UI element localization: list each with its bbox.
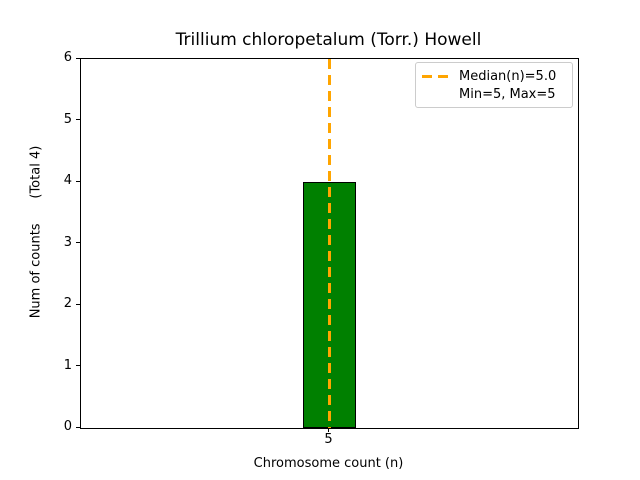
legend-label-minmax: Min=5, Max=5 [459,86,556,102]
y-tick-label: 2 [63,296,72,311]
y-tick-mark [76,304,80,305]
y-axis-label: Num of counts (Total 4) [28,145,44,319]
legend-label-median: Median(n)=5.0 [459,68,557,84]
legend-item-minmax: Min=5, Max=5 [422,87,564,102]
y-tick-mark [76,427,80,428]
plot-area [80,58,579,429]
median-line [328,59,331,428]
legend-spacer [422,93,449,96]
x-tick-label: 5 [324,432,333,447]
chart-title: Trillium chloropetalum (Torr.) Howell [175,30,482,50]
y-tick-label: 3 [63,234,72,250]
y-tick-mark [76,242,80,243]
y-tick-mark [76,365,80,366]
y-tick-label: 5 [63,111,72,127]
y-tick-mark [76,58,80,59]
y-tick-mark [76,119,80,120]
legend: Median(n)=5.0 Min=5, Max=5 [415,62,573,108]
y-tick-label: 6 [63,50,72,65]
y-tick-label: 1 [63,357,72,373]
legend-item-median: Median(n)=5.0 [422,69,564,84]
dashed-line-icon [422,74,449,78]
x-axis-label: Chromosome count (n) [253,456,404,471]
x-tick-mark [328,428,329,432]
y-tick-mark [76,181,80,182]
y-tick-label: 4 [63,173,72,188]
y-tick-label: 0 [63,419,72,434]
